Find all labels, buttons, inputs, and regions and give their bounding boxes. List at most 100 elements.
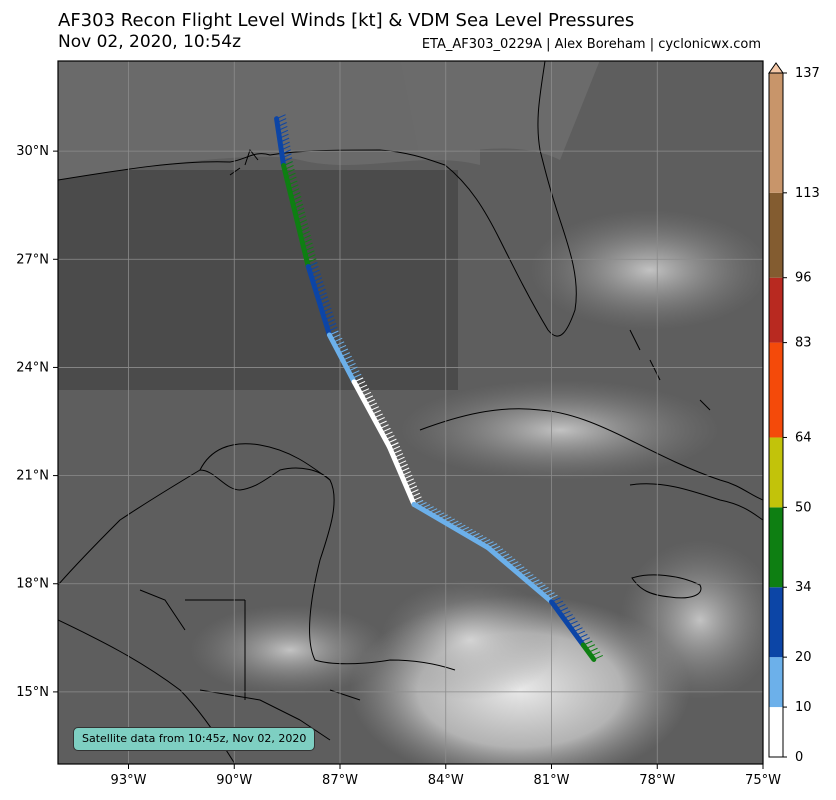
wind-barb <box>303 242 313 248</box>
colorbar-tick-label: 34 <box>795 580 812 595</box>
wind-barb <box>299 227 309 233</box>
wind-barb <box>393 453 404 459</box>
wind-barb <box>527 576 537 582</box>
wind-barb <box>570 623 581 629</box>
wind-barb <box>493 548 504 554</box>
wind-barb <box>442 516 452 522</box>
wind-barb <box>351 373 362 379</box>
wind-barb <box>390 445 401 451</box>
wind-barb <box>334 341 345 347</box>
wind-barb <box>361 391 372 397</box>
longitude-ticks: 93°W 90°W 87°W 84°W 81°W 78°W 75°W <box>111 764 781 788</box>
wind-barb <box>277 122 287 127</box>
wind-barb <box>306 254 316 260</box>
colorbar-segment <box>769 657 783 708</box>
wind-barb <box>329 330 339 336</box>
wind-barb <box>348 366 358 372</box>
track-line <box>411 501 491 551</box>
wind-barb <box>565 617 576 623</box>
wind-barb <box>280 141 290 147</box>
wind-barb <box>295 211 306 217</box>
wind-barb <box>583 640 593 646</box>
wind-barb <box>518 568 528 574</box>
wind-barb <box>282 157 293 163</box>
wind-barb <box>561 610 571 616</box>
wind-barb <box>551 597 561 603</box>
wind-barb <box>331 334 341 340</box>
wind-barb <box>401 471 411 477</box>
colorbar-segment <box>769 707 783 757</box>
wind-barb <box>318 296 329 302</box>
wind-barb <box>568 620 578 626</box>
wind-barb <box>315 284 325 290</box>
wind-barb <box>588 647 598 653</box>
wind-barb <box>279 137 290 143</box>
wind-barb <box>473 534 484 540</box>
wind-barb <box>325 319 336 325</box>
wind-barb <box>328 326 338 332</box>
latitude-ticks: 30°N 27°N 24°N 21°N 18°N 15°N <box>16 144 58 700</box>
wind-barb <box>290 192 301 198</box>
satellite-background <box>58 61 763 764</box>
wind-barb <box>365 399 376 404</box>
y-tick-label: 18°N <box>16 577 49 592</box>
wind-barb <box>553 600 564 606</box>
wind-barb <box>593 654 604 660</box>
wind-barb <box>575 630 586 636</box>
wind-barb <box>344 359 354 365</box>
wind-barb <box>311 273 322 279</box>
wind-barb <box>431 510 441 516</box>
colorbar-tick-label: 50 <box>795 500 812 515</box>
wind-barb <box>313 281 324 286</box>
colorbar-outline <box>768 73 784 758</box>
wind-barb <box>342 355 352 361</box>
wind-barb <box>420 504 431 510</box>
wind-barb <box>336 344 347 350</box>
wind-barb <box>357 384 368 390</box>
wind-barb <box>530 579 540 585</box>
wind-barb <box>484 541 494 547</box>
colorbar-tick-label: 96 <box>795 271 812 286</box>
track-line <box>326 332 357 385</box>
wind-barb <box>284 164 294 170</box>
wind-barb <box>502 556 513 562</box>
colorbar-segment <box>769 507 783 588</box>
wind-barb <box>278 125 288 131</box>
x-tick-label: 81°W <box>534 773 570 788</box>
wind-barb <box>403 474 413 480</box>
wind-barb <box>312 277 323 283</box>
colorbar-segment <box>769 73 783 193</box>
wind-barb <box>456 524 466 530</box>
colorbar-segment <box>769 342 783 438</box>
wind-colorbar: 0 10 20 34 50 64 83 96 113 137 <box>768 62 820 765</box>
wind-barb <box>367 402 378 408</box>
wind-barb <box>470 532 480 538</box>
wind-barb <box>536 584 546 590</box>
track-line <box>549 599 586 648</box>
colorbar-tick-label: 137 <box>795 66 820 81</box>
y-tick-label: 21°N <box>16 469 49 484</box>
wind-barb <box>480 539 491 545</box>
wind-barb <box>398 463 408 469</box>
satellite-time-label: Satellite data from 10:45z, Nov 02, 2020 <box>73 727 316 751</box>
wind-barb <box>373 413 383 419</box>
wind-barb <box>316 288 326 294</box>
wind-barb <box>487 543 498 549</box>
chart-title: AF303 Recon Flight Level Winds [kt] & VD… <box>58 10 635 31</box>
wind-barb <box>298 223 308 229</box>
wind-barb <box>413 499 424 505</box>
colorbar-tick-label: 83 <box>795 336 812 351</box>
wind-barb <box>385 435 395 440</box>
wind-barb <box>573 627 583 633</box>
colorbar-tick-label: 64 <box>795 430 812 445</box>
wind-barb <box>323 311 333 317</box>
wind-barb <box>320 303 331 309</box>
wind-barb <box>449 520 459 526</box>
wind-barb <box>383 431 393 437</box>
wind-barb <box>296 215 307 221</box>
wind-barb <box>578 633 588 639</box>
colorbar-tick-label: 20 <box>795 650 812 665</box>
wind-barb <box>308 262 318 267</box>
wind-barb <box>371 409 381 415</box>
